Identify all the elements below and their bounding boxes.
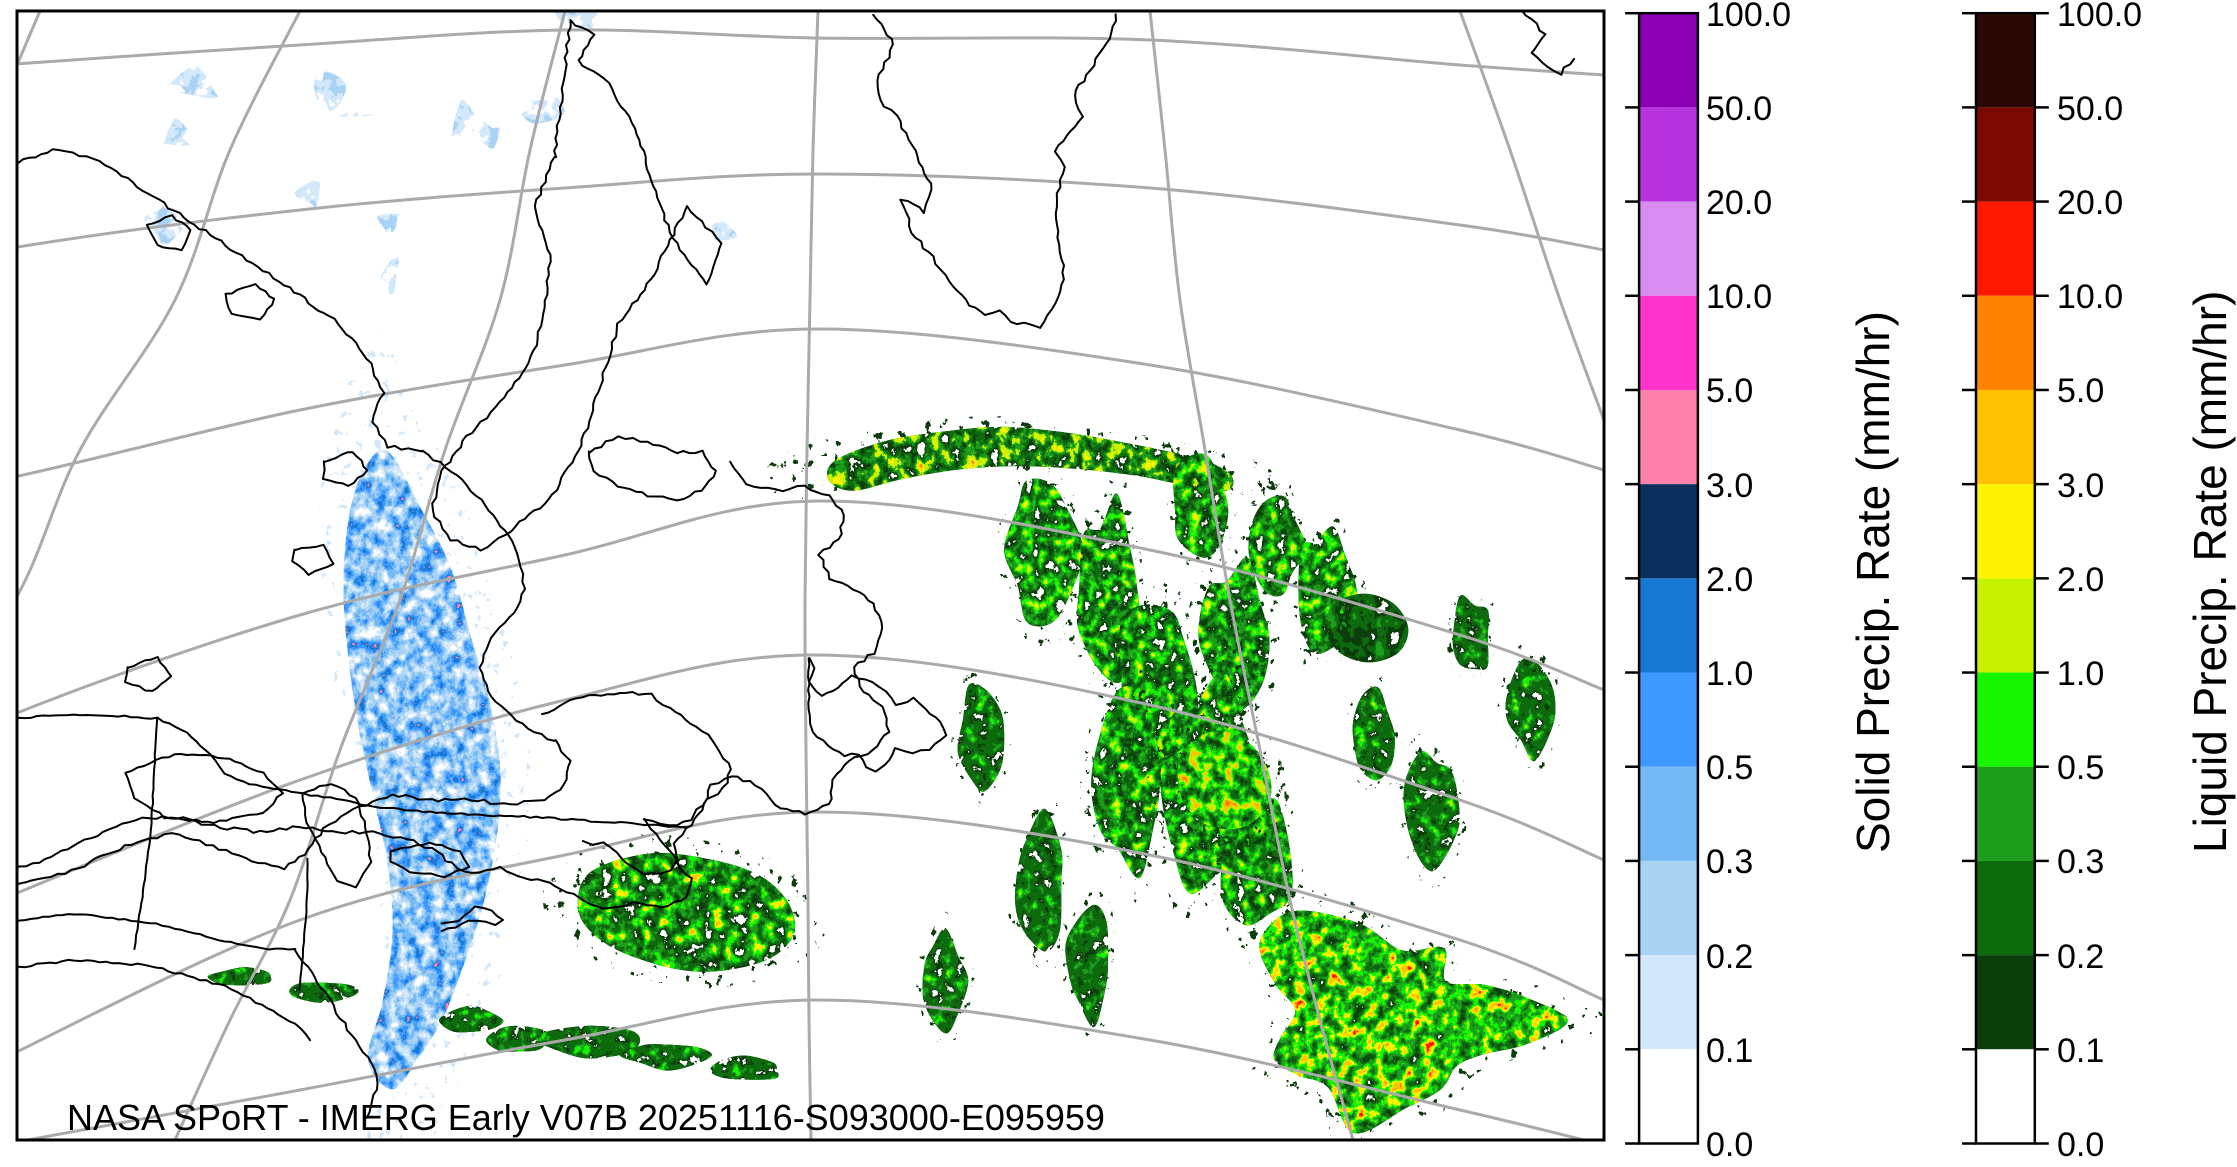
svg-text:NASA SPoRT - IMERG Early V07B: NASA SPoRT - IMERG Early V07B 20251116-S… (67, 1097, 1105, 1138)
